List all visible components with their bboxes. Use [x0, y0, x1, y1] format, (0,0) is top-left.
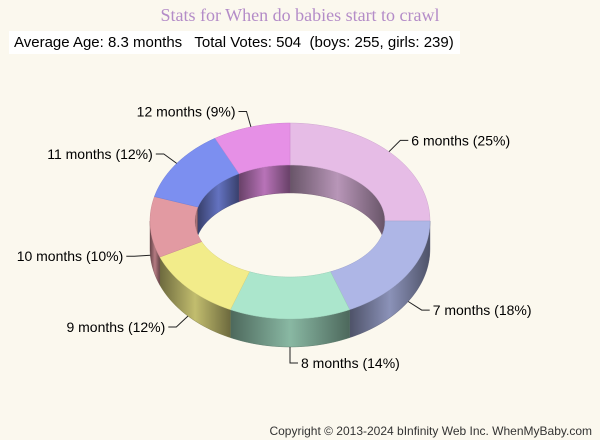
leader-line-6: [238, 111, 252, 128]
slice-12-months: [214, 122, 291, 175]
leader-line-4: [126, 254, 151, 257]
leader-line-0: [388, 139, 409, 153]
slice-label-2: 8 months (14%): [301, 355, 400, 371]
slice-label-3: 9 months (12%): [66, 319, 165, 335]
slice-label-4: 10 months (10%): [17, 248, 124, 264]
slice-label-5: 11 months (12%): [47, 146, 153, 162]
slice-label-1: 7 months (18%): [433, 302, 532, 318]
slice-8-months: [230, 271, 350, 320]
leader-line-3: [168, 315, 189, 328]
slice-labels: 6 months (25%) 7 months (18%) 8 months (14…: [17, 104, 532, 372]
leader-line-1: [407, 301, 430, 311]
leader-line-5: [155, 153, 177, 164]
leader-line-2: [289, 347, 298, 364]
donut-outer-walls: [149, 220, 431, 348]
slice-label-0: 6 months (25%): [411, 132, 510, 148]
copyright-footer: Copyright © 2013-2024 bInfinity Web Inc.…: [269, 424, 592, 438]
donut-top-faces: [149, 122, 431, 320]
slice-label-6: 12 months (9%): [137, 104, 236, 120]
stats-summary: Average Age: 8.3 months Total Votes: 504…: [9, 31, 460, 54]
chart-title: Stats for When do babies start to crawl: [160, 5, 440, 25]
